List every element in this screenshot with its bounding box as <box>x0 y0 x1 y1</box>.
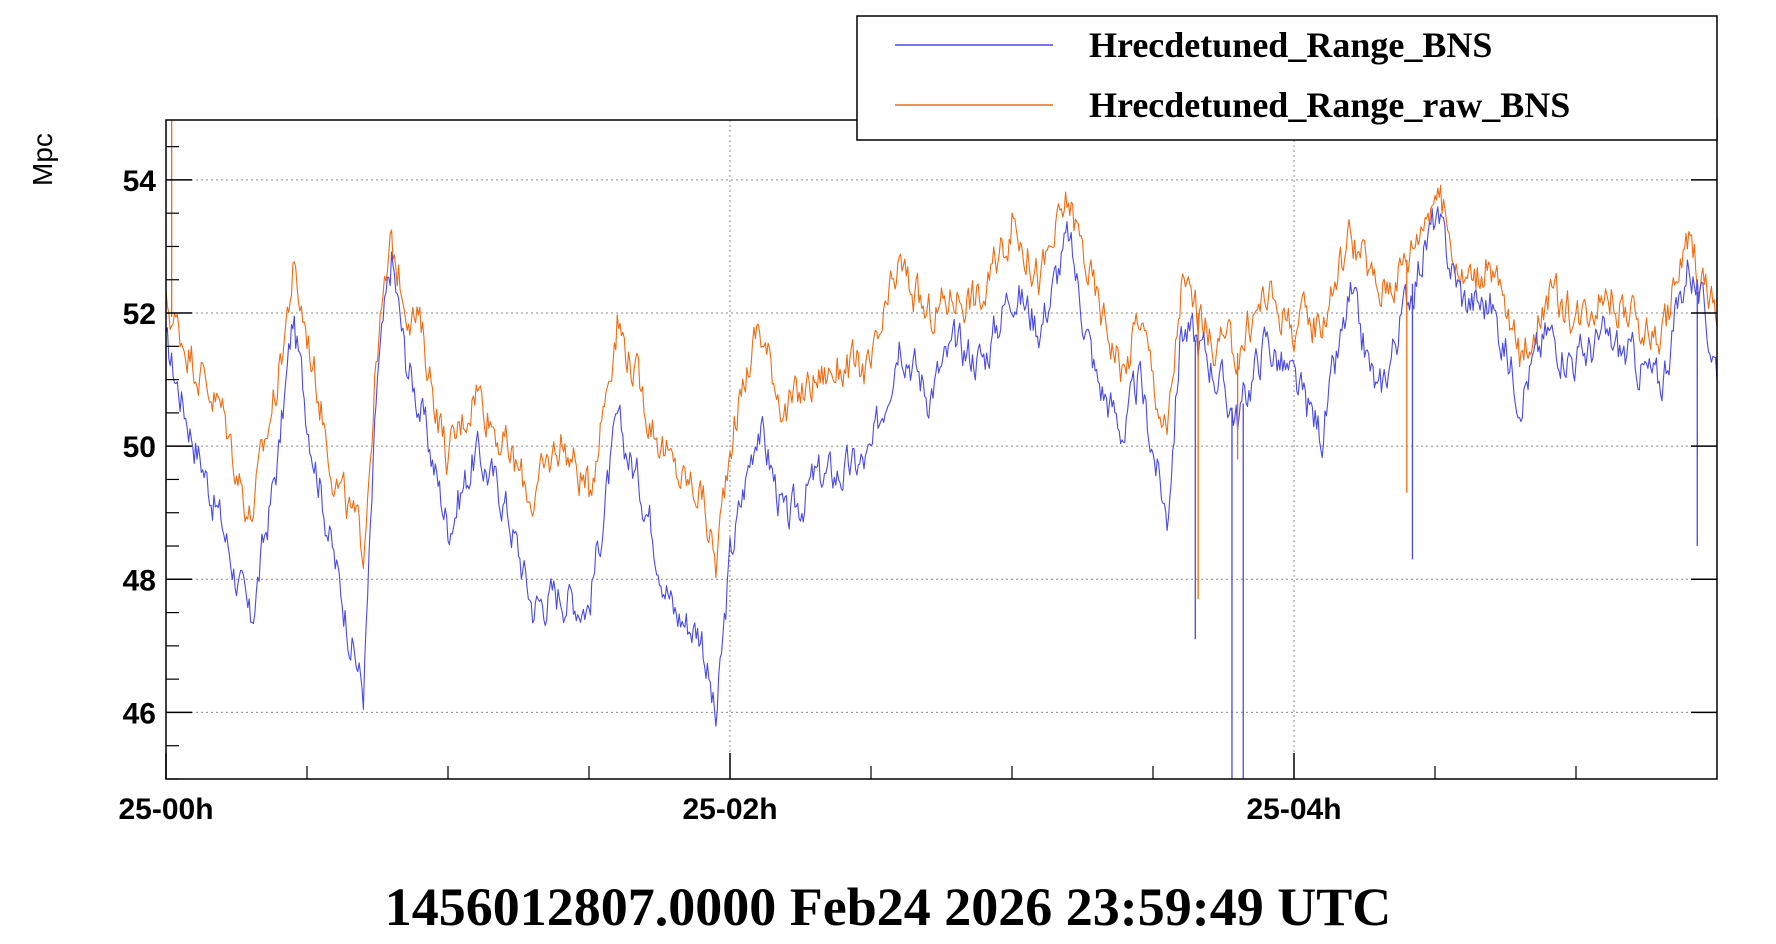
x-tick-label: 25-02h <box>682 793 777 826</box>
footer-timestamp: 1456012807.0000 Feb24 2026 23:59:49 UTC <box>385 877 1391 937</box>
y-tick-label: 54 <box>123 165 157 198</box>
y-axis-label: Mpc <box>27 133 58 186</box>
axes: 46 48 50 52 54 25-00h 25-02h 25-04h <box>118 146 1717 826</box>
x-tick-label: 25-04h <box>1246 793 1341 826</box>
series-line-0 <box>165 206 1718 727</box>
y-tick-label: 52 <box>123 298 156 331</box>
legend-box <box>856 15 1718 141</box>
y-tick-label: 50 <box>123 431 156 464</box>
grid <box>165 120 1717 779</box>
y-tick-label: 48 <box>123 564 156 597</box>
legend-label-1: Hrecdetuned_Range_raw_BNS <box>1089 85 1570 125</box>
series-group <box>165 120 1718 779</box>
legend-label-0: Hrecdetuned_Range_BNS <box>1089 25 1492 65</box>
y-tick-label: 46 <box>123 697 156 730</box>
series-line-1 <box>165 184 1718 579</box>
legend: Hrecdetuned_Range_BNS Hrecdetuned_Range_… <box>856 15 1718 141</box>
x-tick-label: 25-00h <box>118 793 213 826</box>
